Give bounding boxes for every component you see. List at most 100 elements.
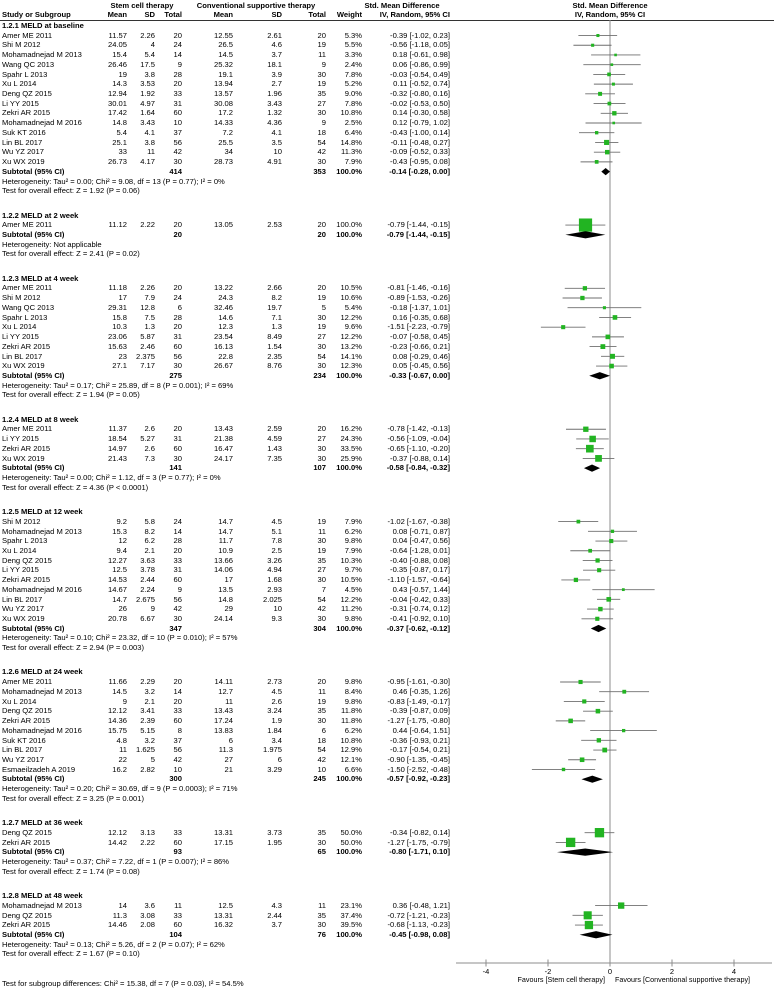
mean1-cell: 11.57 [108, 30, 127, 40]
study-name: Lin BL 2017 [2, 594, 43, 604]
ci-text-cell: -1.02 [-1.67, -0.38] [387, 516, 450, 526]
effect-square-marker [561, 325, 566, 330]
sd1-cell: 2.82 [140, 764, 155, 774]
mean1-cell: 19 [118, 69, 127, 79]
sd2-cell: 4.3 [271, 900, 282, 910]
sd2-cell: 8.2 [271, 293, 282, 303]
weight-cell: 100.0% [336, 230, 362, 239]
effect-square-marker [602, 747, 608, 753]
mean1-cell: 22 [118, 754, 127, 764]
effect-square-marker [595, 455, 602, 462]
total2-cell: 20 [317, 230, 326, 239]
weight-cell: 10.5% [340, 575, 362, 585]
mean1-cell: 26.73 [107, 157, 127, 167]
study-name: Xu L 2014 [2, 79, 37, 89]
study-name: Xu L 2014 [2, 322, 37, 332]
weight-cell: 100.0% [336, 370, 362, 380]
ci-text-cell: -1.51 [-2.23, -0.79] [387, 322, 450, 332]
total2-cell: 20 [317, 220, 326, 230]
study-name: Zekri AR 2015 [2, 920, 51, 930]
study-name: Shi M 2012 [2, 293, 41, 303]
mean1-cell: 12 [118, 536, 127, 546]
sd1-cell: 4.17 [140, 157, 155, 167]
sd2-cell: 2.44 [267, 910, 282, 920]
weight-cell: 11.8% [341, 716, 362, 726]
weight-cell: 100.0% [336, 774, 362, 784]
sd2-cell: 7.35 [267, 453, 282, 463]
mean1-cell: 14.36 [107, 716, 127, 726]
weight-cell: 100.0% [336, 623, 362, 633]
effect-square-marker [588, 548, 593, 553]
effect-square-marker [621, 588, 625, 592]
study-name: Zekri AR 2015 [2, 341, 51, 351]
weight-cell: 10.8% [340, 108, 362, 118]
effect-square-marker [561, 767, 566, 772]
mean2-cell: 13.22 [213, 283, 233, 293]
total1-cell: 28 [173, 536, 182, 546]
sd2-cell: 10 [273, 604, 282, 614]
study-name: Mohamadnejad M 2013 [2, 526, 82, 536]
sd1-cell: 5.8 [144, 516, 155, 526]
sd1-cell: 2.675 [135, 594, 155, 604]
effect-square-marker [621, 728, 626, 733]
total1-cell: 20 [173, 322, 182, 332]
effect-square-marker [580, 295, 585, 301]
mean2-cell: 29 [224, 604, 233, 614]
smd-text-col-header: Std. Mean Difference [364, 1, 440, 10]
mean2-cell: 14.33 [213, 118, 233, 128]
sd1-cell: 1.625 [135, 745, 155, 755]
sd1-cell: 3.8 [144, 137, 155, 147]
ci-text-cell: -0.41 [-0.92, 0.10] [390, 614, 450, 623]
total2-cell: 20 [317, 283, 326, 293]
ci-text-cell: 0.12 [-0.79, 1.02] [392, 118, 450, 128]
study-name: Deng QZ 2015 [2, 89, 52, 99]
ci-text-cell: -0.79 [-1.44, -0.15] [386, 230, 450, 239]
weight-cell: 9.8% [344, 696, 362, 706]
weight-cell: 9.6% [344, 322, 362, 332]
weight-cell: 6.6% [344, 764, 362, 774]
overall-effect-note: Test for overall effect: Z = 1.92 (P = 0… [2, 186, 140, 196]
mean2-cell: 13.94 [213, 79, 233, 89]
total2-cell: 19 [317, 516, 326, 526]
sd1-cell: 5.87 [140, 332, 155, 342]
axis-tick-label: 2 [670, 967, 674, 976]
total2-cell: 35 [317, 706, 326, 716]
study-name: Lin BL 2017 [2, 137, 43, 147]
ci-text-cell: -0.34 [-0.82, 0.14] [390, 827, 450, 837]
weight-cell: 3.3% [344, 50, 362, 60]
study-name: Zekri AR 2015 [2, 837, 51, 847]
effect-square-marker [591, 43, 595, 47]
total1-cell: 300 [169, 774, 182, 784]
pooled-diamond [601, 168, 610, 176]
weight-cell: 100.0% [336, 847, 362, 857]
subgroup-title: 1.2.6 MELD at 24 week [2, 667, 83, 677]
mean1-cell: 17 [118, 293, 127, 303]
total2-cell: 234 [313, 370, 326, 380]
total1-cell: 24 [173, 293, 182, 303]
sd1-cell: 4.97 [140, 98, 155, 108]
sd2-cell: 2.53 [267, 220, 282, 230]
sd2-cell: 3.7 [271, 920, 282, 930]
total2-cell: 30 [317, 108, 326, 118]
study-name: Xu WX 2019 [2, 453, 45, 463]
effect-square-marker [583, 426, 589, 432]
effect-square-marker [595, 616, 600, 621]
total1-cell: 347 [169, 623, 182, 633]
total2-cell: 19 [317, 40, 326, 50]
study-name: Xu WX 2019 [2, 614, 45, 623]
total2-cell: 35 [317, 555, 326, 565]
total1-cell: 33 [173, 910, 182, 920]
total1-cell: 60 [173, 716, 182, 726]
subtotal-label: Subtotal (95% CI) [2, 230, 65, 239]
total1-cell: 24 [173, 516, 182, 526]
mean2-cell: 28.73 [213, 157, 233, 167]
mean1-cell: 12.5 [112, 565, 127, 575]
mean1-cell: 17.42 [107, 108, 127, 118]
study-name: Zekri AR 2015 [2, 716, 51, 726]
total1-cell: 30 [173, 157, 182, 167]
total1-cell: 9 [177, 59, 182, 69]
total2-cell: 20 [317, 424, 326, 434]
mean2-cell: 17.15 [213, 837, 233, 847]
mean1-cell: 14.97 [107, 443, 127, 453]
ci-text-cell: -0.40 [-0.88, 0.08] [390, 555, 450, 565]
